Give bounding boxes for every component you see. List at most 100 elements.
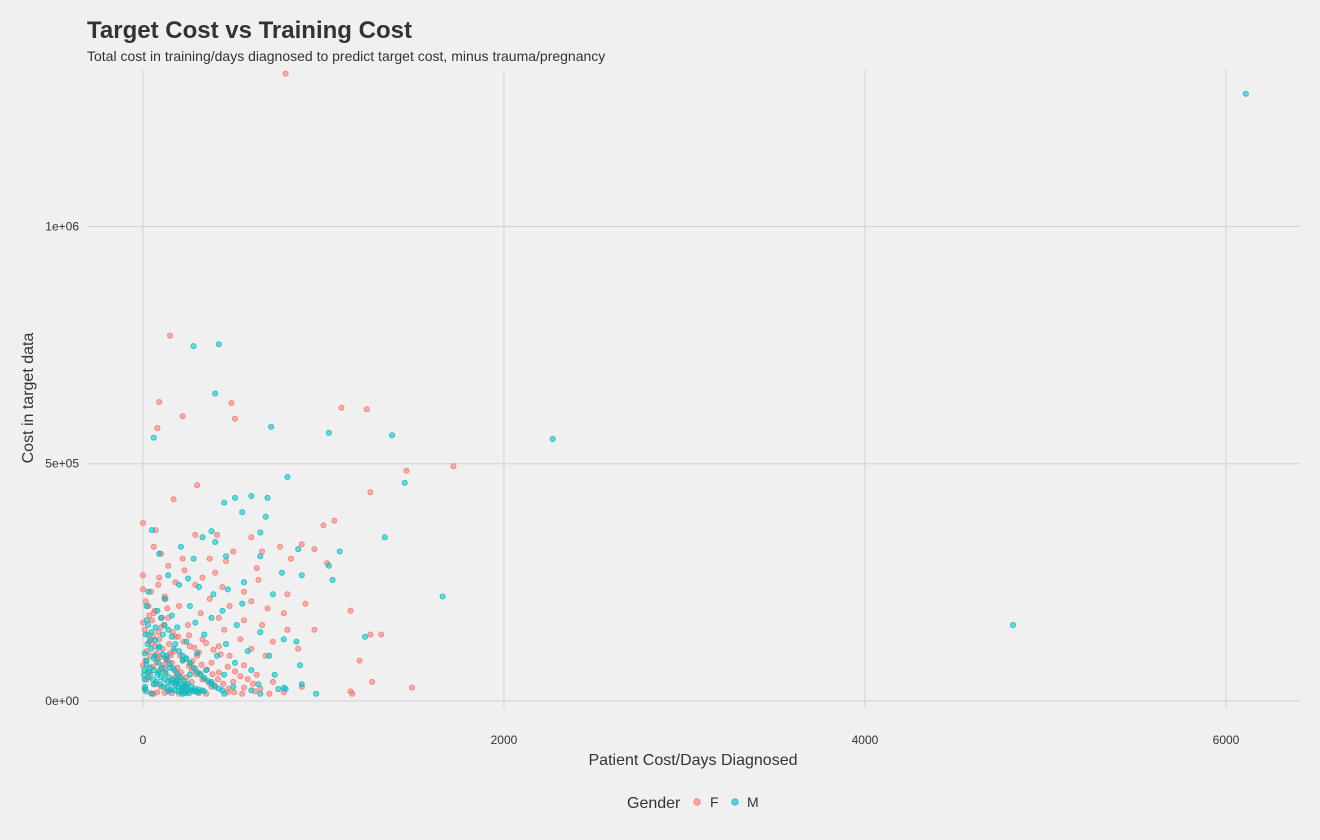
data-point-f xyxy=(231,689,238,696)
data-point-f xyxy=(369,678,376,685)
legend-title: Gender xyxy=(627,795,681,812)
data-point-f xyxy=(302,600,309,607)
x-axis-title: Patient Cost/Days Diagnosed xyxy=(589,752,798,769)
data-point-f xyxy=(311,626,318,633)
data-point-m xyxy=(168,633,175,640)
data-point-m xyxy=(185,690,192,697)
y-tick-label: 1e+06 xyxy=(45,220,79,234)
data-point-f xyxy=(231,415,238,422)
data-point-f xyxy=(219,584,226,591)
data-point-m xyxy=(186,671,193,678)
data-point-m xyxy=(199,534,206,541)
grid-lines xyxy=(87,70,1300,708)
data-point-f xyxy=(367,631,374,638)
data-point-m xyxy=(282,686,289,693)
data-point-m xyxy=(257,553,264,560)
data-point-f xyxy=(212,569,219,576)
data-point-m xyxy=(186,603,193,610)
data-point-m xyxy=(152,624,159,631)
data-point-m xyxy=(212,539,219,546)
data-point-m xyxy=(269,591,276,598)
data-point-f xyxy=(210,646,217,653)
data-point-m xyxy=(148,629,155,636)
data-points xyxy=(139,70,1249,697)
data-point-m xyxy=(143,688,150,695)
data-point-m xyxy=(231,494,238,501)
data-point-f xyxy=(226,603,233,610)
x-tick-label: 2000 xyxy=(491,733,518,747)
data-point-f xyxy=(175,633,182,640)
data-point-f xyxy=(209,671,216,678)
data-point-m xyxy=(177,543,184,550)
data-point-f xyxy=(269,678,276,685)
data-point-m xyxy=(280,636,287,643)
data-point-f xyxy=(311,546,318,553)
data-point-m xyxy=(222,553,229,560)
data-point-m xyxy=(183,655,190,662)
data-point-f xyxy=(240,617,247,624)
data-point-f xyxy=(363,406,370,413)
data-point-m xyxy=(172,641,179,648)
data-point-f xyxy=(215,669,222,676)
data-point-m xyxy=(244,648,251,655)
data-point-m xyxy=(143,617,150,624)
data-point-f xyxy=(248,534,255,541)
data-point-m xyxy=(177,674,184,681)
data-point-m xyxy=(257,690,264,697)
axis-ticks: 0 2000 4000 6000 0e+00 5e+05 1e+06 xyxy=(45,220,1239,747)
data-point-f xyxy=(156,398,163,405)
data-point-f xyxy=(185,632,192,639)
data-point-f xyxy=(230,548,237,555)
data-point-f xyxy=(228,399,235,406)
data-point-m xyxy=(221,671,228,678)
data-point-m xyxy=(150,667,157,674)
data-point-m xyxy=(298,681,305,688)
data-point-f xyxy=(253,671,260,678)
data-point-f xyxy=(139,572,146,579)
data-point-m xyxy=(194,650,201,657)
data-point-m xyxy=(549,435,556,442)
data-point-f xyxy=(282,70,289,77)
y-tick-label: 5e+05 xyxy=(45,457,79,471)
data-point-f xyxy=(250,680,257,687)
data-point-m xyxy=(221,499,228,506)
data-point-f xyxy=(269,638,276,645)
data-point-f xyxy=(139,520,146,527)
data-point-m xyxy=(176,581,183,588)
data-point-m xyxy=(266,652,273,659)
data-point-m xyxy=(150,434,157,441)
data-point-m xyxy=(144,622,151,629)
data-point-f xyxy=(141,626,148,633)
data-point-m xyxy=(336,548,343,555)
data-point-f xyxy=(215,643,222,650)
data-point-f xyxy=(253,565,260,572)
data-point-m xyxy=(186,659,193,666)
data-point-m xyxy=(219,607,226,614)
data-point-m xyxy=(248,687,255,694)
data-point-f xyxy=(248,598,255,605)
data-point-f xyxy=(154,689,161,696)
data-point-f xyxy=(367,489,374,496)
legend-swatch-f xyxy=(693,798,701,806)
data-point-m xyxy=(240,579,247,586)
data-point-f xyxy=(150,543,157,550)
data-point-f xyxy=(266,690,273,697)
data-point-f xyxy=(206,555,213,562)
data-point-m xyxy=(1242,90,1249,97)
data-point-f xyxy=(199,574,206,581)
data-point-f xyxy=(239,690,246,697)
data-point-m xyxy=(264,494,271,501)
data-point-m xyxy=(208,614,215,621)
data-point-m xyxy=(325,562,332,569)
data-point-f xyxy=(280,610,287,617)
data-point-m xyxy=(230,683,237,690)
data-point-m xyxy=(329,576,336,583)
data-point-m xyxy=(155,659,162,666)
data-point-m xyxy=(197,671,204,678)
data-point-f xyxy=(213,531,220,538)
data-point-f xyxy=(192,531,199,538)
data-point-m xyxy=(296,662,303,669)
data-point-f xyxy=(179,555,186,562)
legend-label-m: M xyxy=(747,794,759,810)
